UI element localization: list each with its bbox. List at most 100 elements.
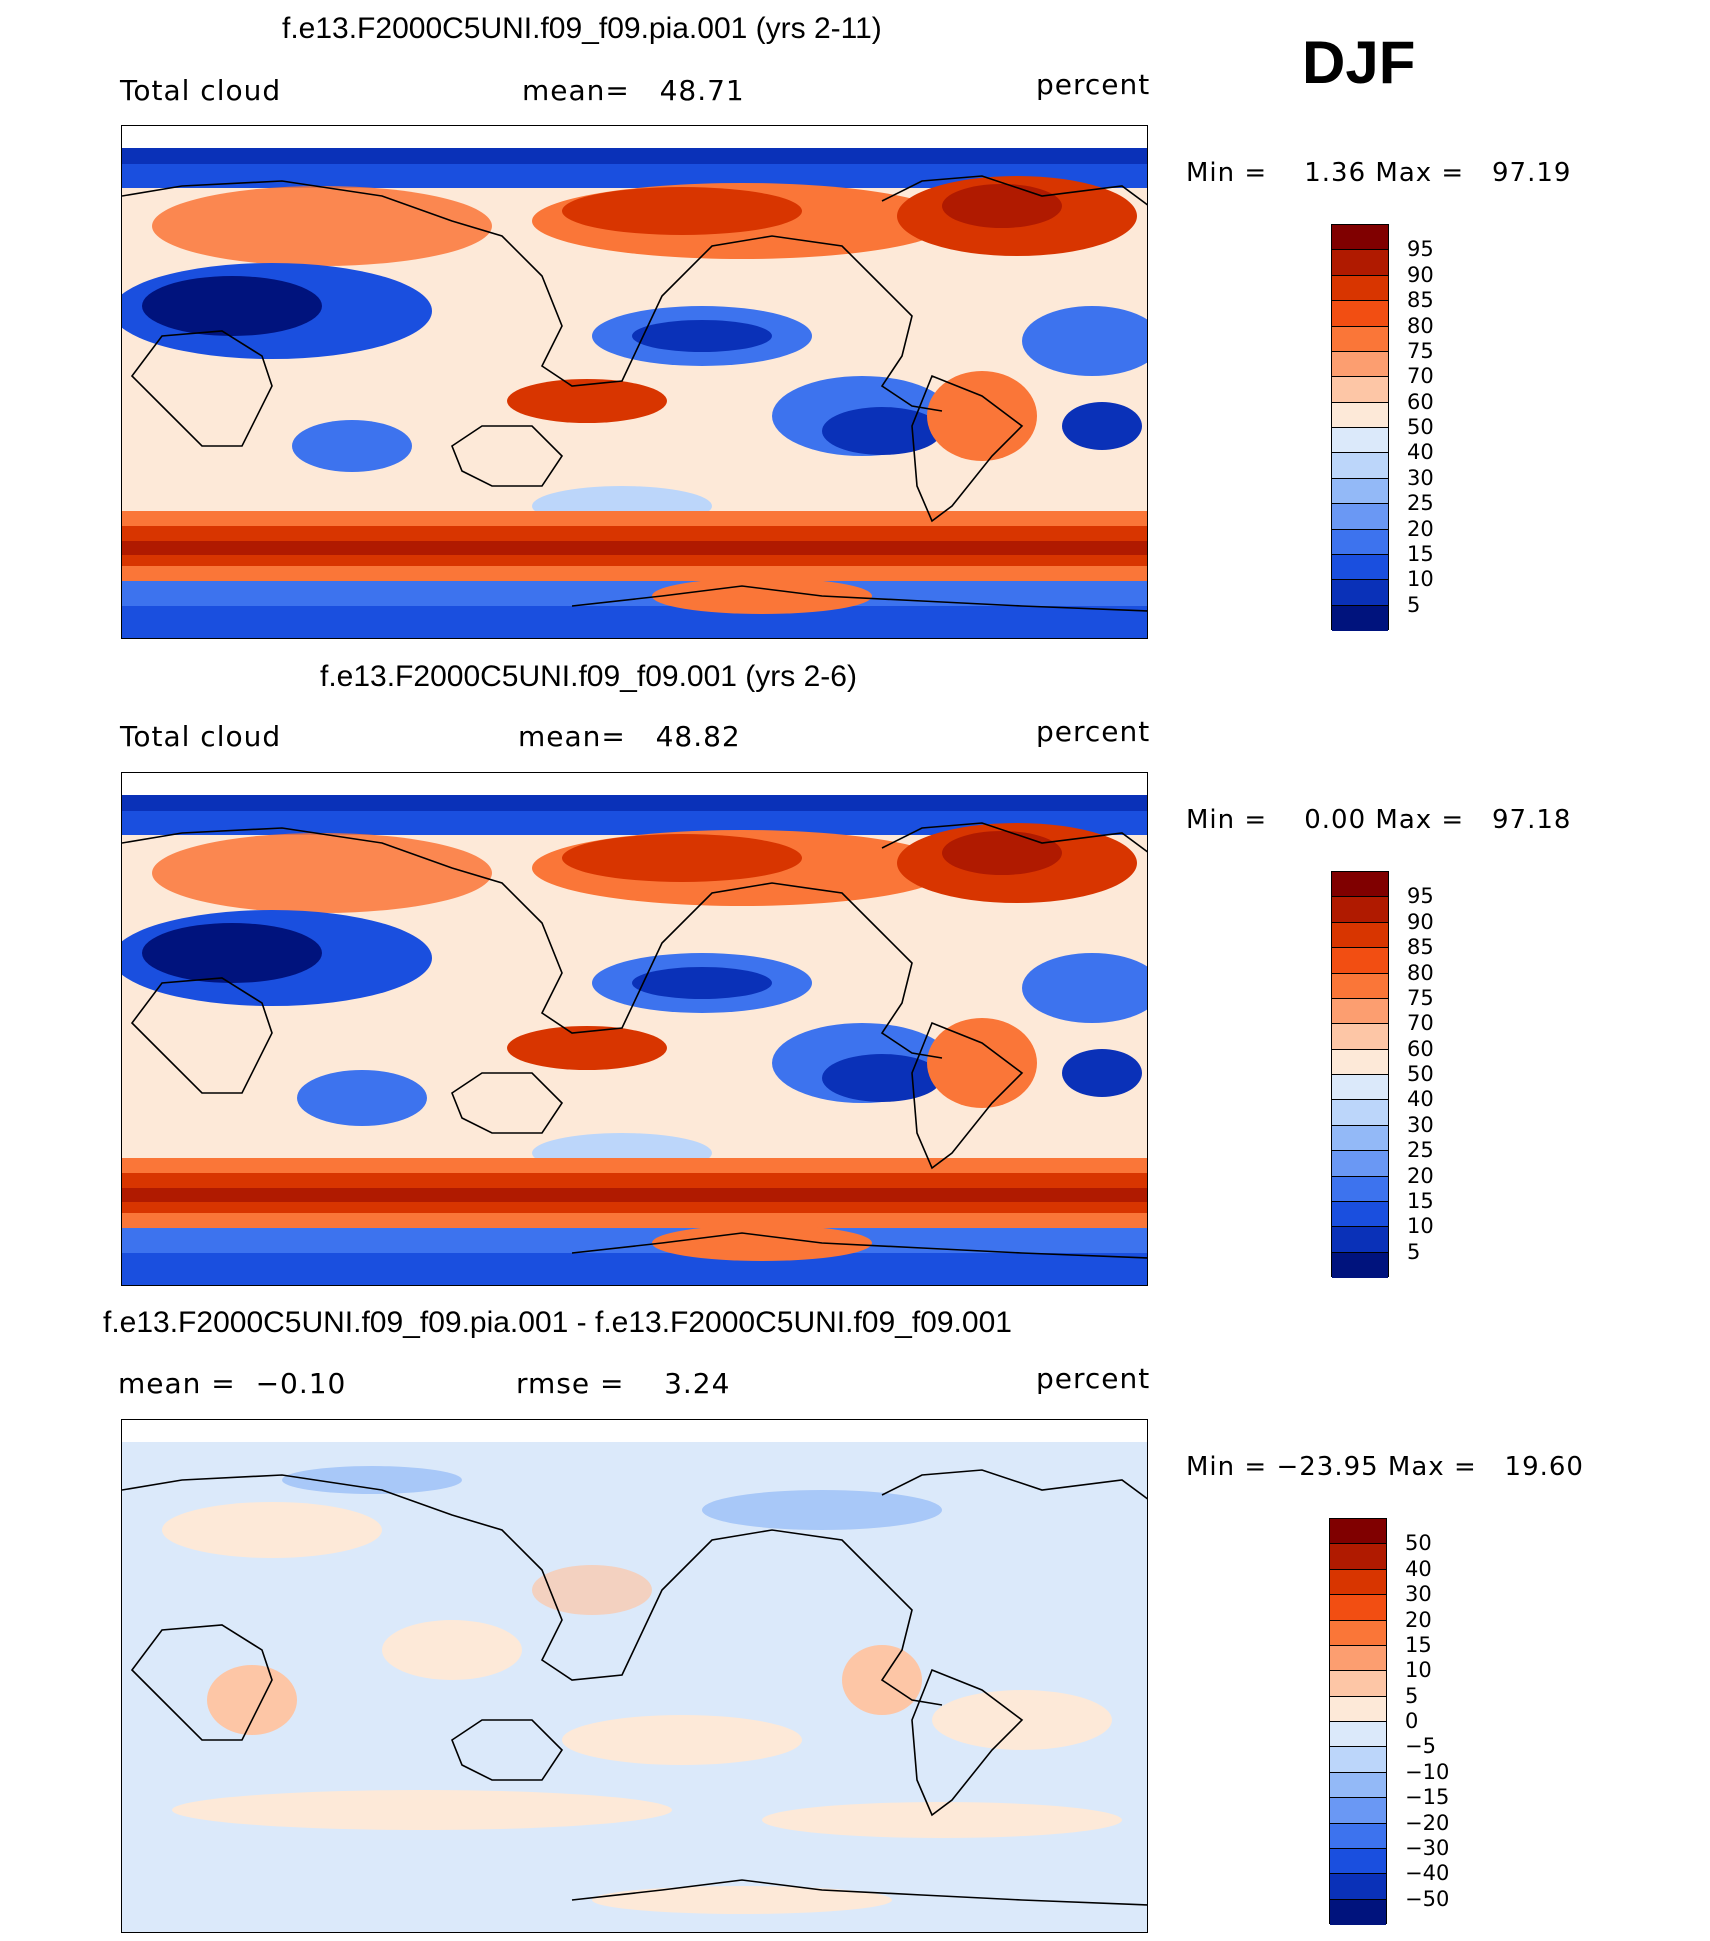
colorbar-segment <box>1332 554 1388 581</box>
colorbar-segment <box>1332 872 1388 898</box>
colorbar-segment <box>1330 1798 1386 1824</box>
colorbar-tick-label: 5 <box>1407 592 1421 617</box>
colorbar-segment <box>1332 504 1388 530</box>
colorbar-segment <box>1332 605 1388 631</box>
colorbar-tick-label: 95 <box>1407 237 1434 262</box>
colorbar-tick-label: 10 <box>1405 1658 1432 1683</box>
colorbar-segment <box>1332 225 1388 251</box>
colorbar-tick-label: 25 <box>1407 1138 1434 1163</box>
colorbar-tick-label: −40 <box>1405 1861 1450 1886</box>
panel3-units-label: percent <box>1036 1362 1151 1395</box>
colorbar-tick-label: 20 <box>1407 516 1434 541</box>
colorbar-tick-label: 50 <box>1405 1531 1432 1556</box>
panel2-map-svg <box>122 773 1147 1285</box>
colorbar-segment <box>1332 402 1388 428</box>
colorbar-tick-label: 50 <box>1407 415 1434 439</box>
colorbar-segment <box>1332 1125 1388 1152</box>
colorbar-segment <box>1332 250 1388 276</box>
colorbar-segment <box>1332 1100 1388 1126</box>
colorbar-segment <box>1332 580 1388 606</box>
colorbar-segment <box>1332 351 1388 378</box>
colorbar-tick-label: 70 <box>1407 364 1434 389</box>
colorbar-segment <box>1330 1747 1386 1773</box>
colorbar-tick-label: 85 <box>1407 935 1434 960</box>
colorbar-tick-label: 20 <box>1405 1607 1432 1632</box>
panel3-map-svg <box>122 1420 1147 1932</box>
colorbar-segment <box>1330 1874 1386 1900</box>
panel2-colorbar <box>1331 871 1389 1278</box>
panel3-map <box>121 1419 1148 1933</box>
colorbar-tick-label: 60 <box>1407 1036 1434 1061</box>
colorbar-segment <box>1332 1201 1388 1228</box>
colorbar-segment <box>1332 453 1388 479</box>
colorbar-segment <box>1332 1151 1388 1177</box>
colorbar-segment <box>1330 1620 1386 1646</box>
colorbar-tick-label: −15 <box>1405 1785 1450 1810</box>
colorbar-tick-label: 10 <box>1407 567 1434 592</box>
colorbar-tick-label: 5 <box>1407 1239 1421 1264</box>
colorbar-tick-label: −50 <box>1405 1886 1450 1911</box>
colorbar-segment <box>1330 1823 1386 1849</box>
colorbar-tick-label: 80 <box>1407 960 1434 985</box>
colorbar-segment <box>1332 1049 1388 1075</box>
colorbar-tick-label: 90 <box>1407 262 1434 287</box>
colorbar-tick-label: −20 <box>1405 1810 1450 1835</box>
colorbar-segment <box>1332 922 1388 949</box>
colorbar-tick-label: 20 <box>1407 1163 1434 1188</box>
colorbar-segment <box>1330 1696 1386 1722</box>
colorbar-segment <box>1330 1519 1386 1545</box>
colorbar-segment <box>1332 948 1388 974</box>
colorbar-segment <box>1332 897 1388 923</box>
colorbar-tick-label: 40 <box>1407 440 1434 465</box>
panel2-units-label: percent <box>1036 715 1151 748</box>
colorbar-segment <box>1332 478 1388 505</box>
colorbar-segment <box>1330 1848 1386 1875</box>
panel3-mean-label: mean = −0.10 <box>118 1367 347 1400</box>
colorbar-segment <box>1332 377 1388 403</box>
panel2-mean-label: mean= 48.82 <box>518 720 741 753</box>
colorbar-tick-label: 70 <box>1407 1011 1434 1036</box>
colorbar-tick-label: 75 <box>1407 338 1434 363</box>
panel1-map <box>121 125 1148 639</box>
colorbar-tick-label: 85 <box>1407 288 1434 313</box>
colorbar-segment <box>1332 1227 1388 1253</box>
colorbar-segment <box>1332 428 1388 454</box>
colorbar-tick-label: 40 <box>1405 1556 1432 1581</box>
panel3-colorbar <box>1329 1518 1387 1925</box>
colorbar-tick-label: 50 <box>1407 1062 1434 1086</box>
colorbar-tick-label: 15 <box>1407 541 1434 566</box>
colorbar-tick-label: 60 <box>1407 389 1434 414</box>
colorbar-segment <box>1332 275 1388 302</box>
colorbar-tick-label: 90 <box>1407 909 1434 934</box>
colorbar-segment <box>1330 1569 1386 1596</box>
colorbar-tick-label: 95 <box>1407 884 1434 909</box>
panel3-title: f.e13.F2000C5UNI.f09_f09.pia.001 - f.e13… <box>103 1306 1012 1339</box>
colorbar-segment <box>1330 1772 1386 1799</box>
colorbar-tick-label: 15 <box>1407 1188 1434 1213</box>
colorbar-segment <box>1332 1252 1388 1278</box>
colorbar-tick-label: 5 <box>1405 1683 1419 1708</box>
colorbar-tick-label: 30 <box>1407 1112 1434 1137</box>
panel1-variable-label: Total cloud <box>120 74 282 107</box>
colorbar-tick-label: 0 <box>1405 1709 1419 1733</box>
panel2-variable-label: Total cloud <box>120 720 282 753</box>
colorbar-tick-label: 80 <box>1407 313 1434 338</box>
colorbar-segment <box>1330 1722 1386 1748</box>
colorbar-segment <box>1332 529 1388 555</box>
colorbar-segment <box>1330 1671 1386 1697</box>
colorbar-segment <box>1332 1075 1388 1101</box>
season-label: DJF <box>1302 29 1416 96</box>
colorbar-tick-label: 40 <box>1407 1087 1434 1112</box>
colorbar-segment <box>1330 1899 1386 1925</box>
panel3-minmax: Min = −23.95 Max = 19.60 <box>1186 1452 1584 1482</box>
panel1-title: f.e13.F2000C5UNI.f09_f09.pia.001 (yrs 2-… <box>282 12 882 45</box>
colorbar-tick-label: −5 <box>1405 1734 1436 1759</box>
panel2-title: f.e13.F2000C5UNI.f09_f09.001 (yrs 2-6) <box>320 660 857 693</box>
colorbar-tick-label: 15 <box>1405 1632 1432 1657</box>
colorbar-segment <box>1332 1176 1388 1202</box>
panel1-map-svg <box>122 126 1147 638</box>
colorbar-tick-label: −30 <box>1405 1835 1450 1860</box>
panel1-colorbar <box>1331 224 1389 631</box>
colorbar-segment <box>1330 1544 1386 1570</box>
panel1-minmax: Min = 1.36 Max = 97.19 <box>1186 158 1572 188</box>
